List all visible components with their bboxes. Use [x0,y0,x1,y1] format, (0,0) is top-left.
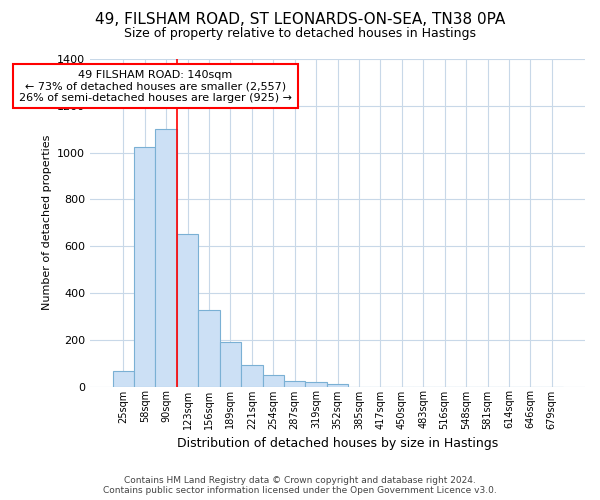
Bar [327,384,348,386]
Bar [241,366,263,386]
Bar [113,372,134,386]
Bar [155,129,177,386]
Bar [134,146,155,386]
Bar [177,234,198,386]
Text: Contains HM Land Registry data © Crown copyright and database right 2024.
Contai: Contains HM Land Registry data © Crown c… [103,476,497,495]
Bar [198,310,220,386]
Bar [284,380,305,386]
Text: 49 FILSHAM ROAD: 140sqm
← 73% of detached houses are smaller (2,557)
26% of semi: 49 FILSHAM ROAD: 140sqm ← 73% of detache… [19,70,292,102]
Bar [220,342,241,386]
Text: 49, FILSHAM ROAD, ST LEONARDS-ON-SEA, TN38 0PA: 49, FILSHAM ROAD, ST LEONARDS-ON-SEA, TN… [95,12,505,28]
Bar [263,376,284,386]
Text: Size of property relative to detached houses in Hastings: Size of property relative to detached ho… [124,28,476,40]
X-axis label: Distribution of detached houses by size in Hastings: Distribution of detached houses by size … [177,437,498,450]
Y-axis label: Number of detached properties: Number of detached properties [41,135,52,310]
Bar [305,382,327,386]
